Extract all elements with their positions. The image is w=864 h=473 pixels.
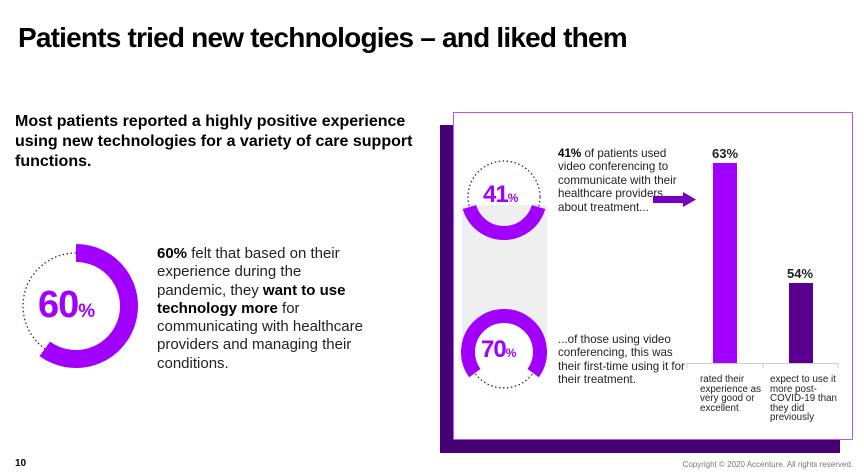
stat-70-text: ...of those using video conferencing, th… (558, 333, 685, 387)
stat-41-text: 41% of patients used video conferencing … (558, 147, 683, 214)
panel-rings (461, 160, 547, 389)
left-stat-t1: felt that based on their experience duri… (157, 245, 340, 299)
ring-41-value: 41% (483, 181, 518, 209)
bar-chart (686, 163, 839, 368)
category-label: expect to use it more post-COVID-19 than… (770, 374, 837, 424)
ring-41-unit: % (507, 191, 519, 205)
ring-70-value: 70% (481, 336, 516, 364)
bar-value-label: 54% (786, 266, 814, 281)
left-stat-bold2: want to use technology more (157, 281, 346, 317)
page-number: 10 (15, 458, 27, 469)
ring-60-unit: % (78, 301, 96, 322)
ring-60-chart (22, 244, 138, 368)
left-stat-text: 60% felt that based on their experience … (157, 245, 372, 373)
ring-60-number: 60 (38, 284, 79, 326)
ring-70-number: 70 (481, 336, 507, 363)
ring-arc (39, 244, 138, 368)
ring-60-value: 60% (38, 284, 95, 327)
ring-70-arc (461, 309, 547, 378)
ring-41-number: 41 (483, 181, 509, 208)
copyright: Copyright © 2020 Accenture. All rights r… (682, 460, 853, 469)
stat-41-bold: 41% (558, 147, 582, 160)
left-stat-bold1: 60% (157, 245, 188, 262)
left-stat-t2: for communicating with healthcare provid… (157, 299, 363, 372)
arrow-right-icon (653, 192, 696, 207)
stat-41-body: of patients used video conferencing to c… (558, 147, 677, 214)
slide-subtitle: Most patients reported a highly positive… (15, 113, 413, 170)
bar (789, 283, 813, 363)
bar-value-label: 63% (711, 146, 739, 161)
ring-70-unit: % (505, 346, 517, 360)
bar (713, 163, 737, 363)
slide-title: Patients tried new technologies – and li… (18, 22, 628, 53)
ring-41-arc (462, 204, 546, 240)
category-label: rated their experience as very good or e… (700, 374, 761, 414)
